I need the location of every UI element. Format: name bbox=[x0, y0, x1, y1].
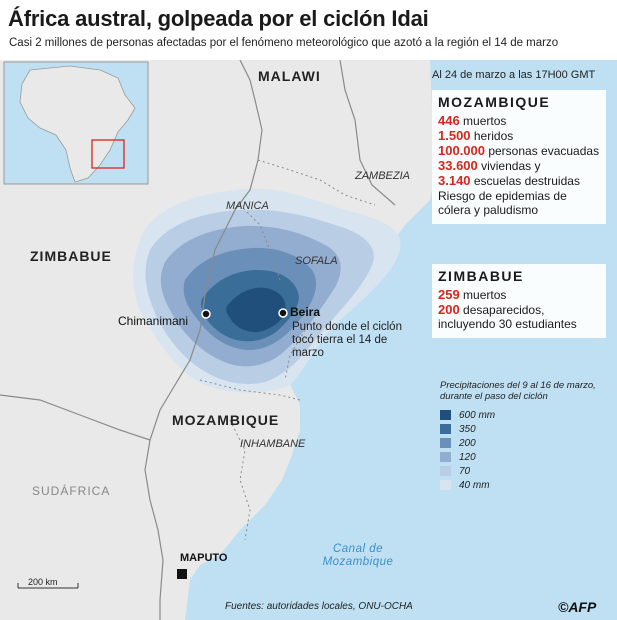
country-label-zimbabue: ZIMBABUE bbox=[30, 248, 112, 264]
zimbabue-stat-row: 200 desaparecidos, incluyendo 30 estudia… bbox=[438, 302, 600, 332]
mozambique-stat-text: escuelas destruidas bbox=[470, 174, 580, 188]
legend-row: 120 bbox=[440, 450, 610, 464]
afp-logo: ©AFP bbox=[558, 599, 597, 615]
zimbabue-stat-text: muertos bbox=[459, 288, 507, 302]
mozambique-stat-number: 100.000 bbox=[438, 143, 485, 158]
legend-swatch bbox=[440, 452, 451, 462]
legend-label: 40 mm bbox=[459, 479, 490, 491]
province-label-inhambane: INHAMBANE bbox=[240, 438, 306, 450]
mozambique-stat-number: 33.600 bbox=[438, 158, 478, 173]
legend-label: 70 bbox=[459, 465, 471, 477]
mozambique-info-title: MOZAMBIQUE bbox=[438, 94, 551, 110]
city-label-maputo: MAPUTO bbox=[180, 552, 228, 564]
mozambique-stat-text: personas evacuadas bbox=[485, 144, 600, 158]
legend-label: 350 bbox=[459, 423, 476, 435]
mozambique-stat-text: muertos bbox=[459, 114, 507, 128]
legend-swatch bbox=[440, 424, 451, 434]
mozambique-stat-number: 3.140 bbox=[438, 173, 471, 188]
province-label-manica: MANICA bbox=[226, 200, 269, 212]
scale-bar bbox=[17, 583, 79, 589]
country-label-sudafrica: SUDÁFRICA bbox=[32, 484, 111, 498]
legend-label: 200 bbox=[459, 437, 476, 449]
legend-label: 600 mm bbox=[459, 409, 496, 421]
legend-row: 70 bbox=[440, 464, 610, 478]
zimbabue-stat-row: 259 muertos bbox=[438, 287, 600, 303]
legend-swatch bbox=[440, 438, 451, 448]
info-date-header: Al 24 de marzo a las 17H00 GMT bbox=[432, 69, 596, 81]
country-label-mozambique: MOZAMBIQUE bbox=[172, 412, 280, 428]
map-subtitle: Casi 2 millones de personas afectadas po… bbox=[9, 37, 559, 49]
mozambique-stat-number: 446 bbox=[438, 113, 460, 128]
mozambique-stat-row: 3.140 escuelas destruidas bbox=[438, 173, 600, 189]
mozambique-stat-row: Riesgo de epidemias de cólera y paludism… bbox=[438, 189, 600, 217]
rainfall-legend: Precipitaciones del 9 al 16 de marzo, du… bbox=[440, 380, 610, 492]
legend-row: 600 mm bbox=[440, 408, 610, 422]
mozambique-stats: 446 muertos 1.500 heridos 100.000 personas… bbox=[438, 113, 600, 218]
city-label-beira: Beira bbox=[290, 305, 321, 319]
zimbabue-info-title: ZIMBABUE bbox=[438, 268, 524, 284]
mozambique-stat-row: 33.600 viviendas y bbox=[438, 158, 600, 174]
chimanimani-marker bbox=[201, 309, 211, 319]
province-label-zambezia: ZAMBEZIA bbox=[355, 170, 411, 182]
zimbabue-stat-text: desaparecidos, incluyendo 30 estudiantes bbox=[438, 303, 577, 331]
legend-swatch bbox=[440, 466, 451, 476]
zimbabue-stat-number: 200 bbox=[438, 302, 460, 317]
province-label-sofala: SOFALA bbox=[295, 255, 338, 267]
legend-row: 40 mm bbox=[440, 478, 610, 492]
zimbabue-info-box: ZIMBABUE 259 muertos 200 desaparecidos, i… bbox=[432, 264, 606, 338]
canal-label: Canal de Mozambique bbox=[322, 543, 394, 568]
mozambique-stat-text: Riesgo de epidemias de cólera y paludism… bbox=[438, 189, 567, 217]
inset-africa-map bbox=[3, 61, 149, 185]
legend-label: 120 bbox=[459, 451, 476, 463]
mozambique-stat-text: viviendas y bbox=[477, 159, 541, 173]
landfall-note: Punto donde el ciclón tocó tierra el 14 … bbox=[292, 321, 402, 359]
legend-swatch bbox=[440, 480, 451, 490]
sources-credit: Fuentes: autoridades locales, ONU-OCHA bbox=[225, 601, 413, 612]
legend-swatch bbox=[440, 410, 451, 420]
province-borders bbox=[199, 159, 376, 541]
map-title: África austral, golpeada por el ciclón I… bbox=[8, 6, 429, 31]
scale-label: 200 km bbox=[28, 577, 58, 587]
mozambique-stat-text: heridos bbox=[470, 129, 514, 143]
maputo-marker bbox=[177, 569, 187, 579]
city-label-chimanimani: Chimanimani bbox=[118, 314, 189, 328]
legend-title: Precipitaciones del 9 al 16 de marzo, du… bbox=[440, 380, 596, 402]
zimbabue-stat-number: 259 bbox=[438, 287, 460, 302]
mozambique-stat-row: 1.500 heridos bbox=[438, 128, 600, 144]
legend-row: 350 bbox=[440, 422, 610, 436]
mozambique-stat-row: 446 muertos bbox=[438, 113, 600, 129]
rainfall-layer bbox=[133, 188, 401, 393]
beira-marker bbox=[278, 308, 288, 318]
country-label-malawi: MALAWI bbox=[258, 68, 321, 84]
mozambique-stat-row: 100.000 personas evacuadas bbox=[438, 143, 600, 159]
mozambique-info-box: MOZAMBIQUE 446 muertos 1.500 heridos 100.0… bbox=[432, 90, 606, 224]
mozambique-stat-number: 1.500 bbox=[438, 128, 471, 143]
legend-row: 200 bbox=[440, 436, 610, 450]
country-borders bbox=[0, 60, 396, 620]
legend-items: 600 mm 350 200 120 70 40 mm bbox=[440, 408, 610, 492]
zimbabue-stats: 259 muertos 200 desaparecidos, incluyendo… bbox=[438, 287, 600, 332]
